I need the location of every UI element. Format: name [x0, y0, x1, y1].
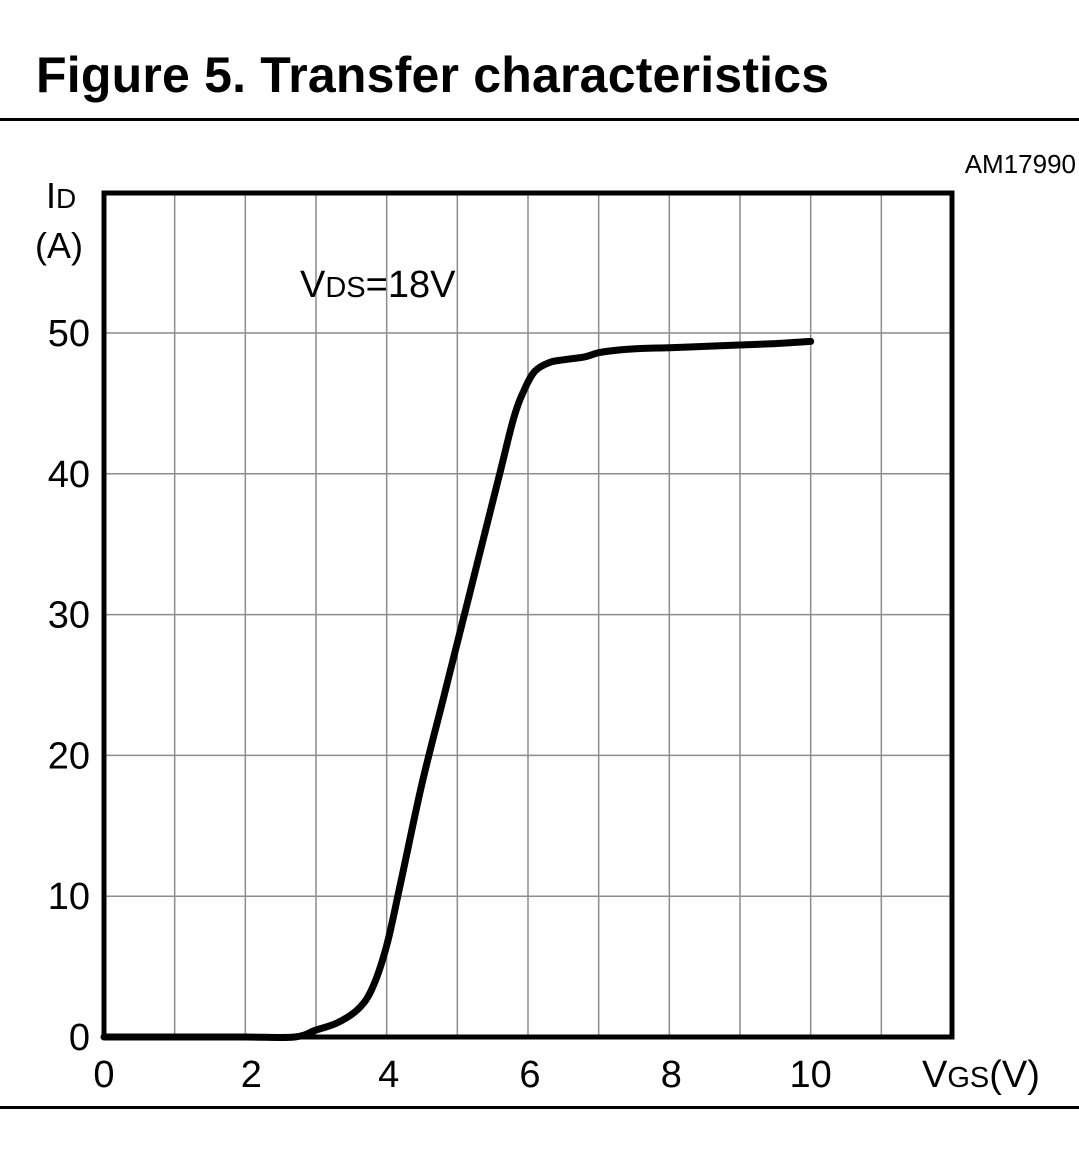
vds-annotation: VDS=18V	[300, 264, 456, 306]
figure-code: AM17990	[965, 149, 1076, 179]
x-tick-label: 8	[661, 1054, 682, 1096]
y-tick-label: 30	[48, 595, 90, 637]
y-tick-label: 0	[69, 1017, 90, 1059]
top-rule	[0, 118, 1079, 121]
plot-frame	[101, 190, 955, 1040]
x-tick-label: 10	[790, 1054, 832, 1096]
grid-layer	[104, 193, 952, 1037]
x-axis-label: VGS(V)	[922, 1054, 1040, 1096]
vds-annotation-main: V	[300, 264, 326, 306]
y-axis-label-unit: (A)	[35, 225, 83, 266]
y-tick-label: 50	[48, 313, 90, 355]
x-axis-label-sub: GS	[947, 1062, 989, 1094]
y-tick-label: 40	[48, 454, 90, 496]
x-tick-label: 6	[519, 1054, 540, 1096]
x-tick-labels: 0 2 4 6 8 10	[93, 1054, 831, 1096]
series-line-id-vs-vgs	[100, 337, 815, 1042]
x-tick-label: 4	[378, 1054, 399, 1096]
y-axis-label-id: ID	[46, 175, 76, 216]
vds-annotation-rest: =18V	[366, 264, 456, 306]
y-tick-label: 10	[48, 876, 90, 918]
x-tick-label: 0	[93, 1054, 114, 1096]
x-axis-label-rest: (V)	[989, 1054, 1040, 1096]
y-axis-label-main: I	[46, 175, 56, 216]
y-axis-label-sub: D	[56, 183, 76, 214]
y-tick-labels: 0 10 20 30 40 50	[48, 313, 90, 1059]
vds-annotation-sub: DS	[325, 272, 365, 304]
figure-title: Figure 5. Transfer characteristics	[36, 47, 830, 103]
x-tick-label: 2	[241, 1054, 262, 1096]
x-axis-label-main: V	[922, 1054, 948, 1096]
bottom-rule	[0, 1106, 1079, 1109]
y-tick-label: 20	[48, 735, 90, 777]
